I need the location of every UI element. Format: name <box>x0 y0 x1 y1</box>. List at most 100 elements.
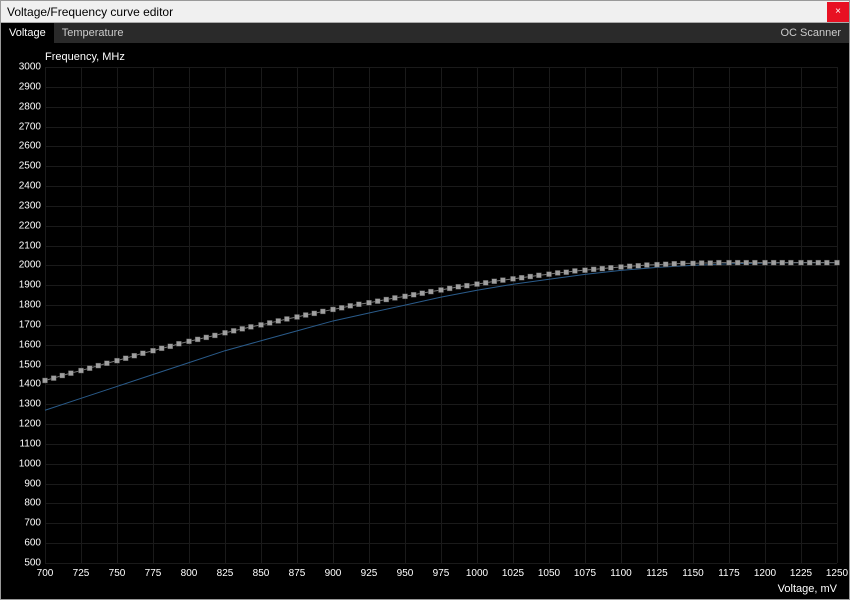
curve-point[interactable] <box>519 275 524 280</box>
curve-point[interactable] <box>259 322 264 327</box>
curve-point[interactable] <box>267 320 272 325</box>
curve-point[interactable] <box>420 291 425 296</box>
curve-point[interactable] <box>284 316 289 321</box>
curve-point[interactable] <box>428 289 433 294</box>
curve-point[interactable] <box>132 353 137 358</box>
curve-point[interactable] <box>303 313 308 318</box>
y-tick: 700 <box>1 518 41 529</box>
curve-point[interactable] <box>187 339 192 344</box>
curve-point[interactable] <box>835 260 840 265</box>
x-tick: 775 <box>145 568 162 579</box>
curve-point[interactable] <box>295 314 300 319</box>
curve-point[interactable] <box>619 264 624 269</box>
curve-point[interactable] <box>367 300 372 305</box>
curve-point[interactable] <box>223 330 228 335</box>
curve-point[interactable] <box>331 307 336 312</box>
curve-point[interactable] <box>392 295 397 300</box>
curve-point[interactable] <box>824 260 829 265</box>
curve-point[interactable] <box>104 361 109 366</box>
curve-point[interactable] <box>348 303 353 308</box>
titlebar[interactable]: Voltage/Frequency curve editor × <box>1 1 849 23</box>
curve-point[interactable] <box>511 276 516 281</box>
curve-point[interactable] <box>780 260 785 265</box>
curve-point[interactable] <box>276 318 281 323</box>
curve-point[interactable] <box>564 270 569 275</box>
curve-point[interactable] <box>79 368 84 373</box>
curve-point[interactable] <box>43 378 48 383</box>
curve-point[interactable] <box>456 284 461 289</box>
curve-point[interactable] <box>204 335 209 340</box>
curve-point[interactable] <box>96 363 101 368</box>
tab-oc-scanner[interactable]: OC Scanner <box>772 23 849 43</box>
curve-point[interactable] <box>788 260 793 265</box>
curve-point[interactable] <box>87 366 92 371</box>
curve-point[interactable] <box>195 337 200 342</box>
curve-point[interactable] <box>151 348 156 353</box>
curve-point[interactable] <box>159 346 164 351</box>
main-curve-line <box>45 263 837 381</box>
tab-voltage[interactable]: Voltage <box>1 23 54 43</box>
curve-point[interactable] <box>176 341 181 346</box>
curve-point[interactable] <box>51 376 56 381</box>
curve-point[interactable] <box>807 260 812 265</box>
curve-point[interactable] <box>583 268 588 273</box>
curve-point[interactable] <box>680 261 685 266</box>
curve-point[interactable] <box>608 265 613 270</box>
curve-point[interactable] <box>447 286 452 291</box>
curve-point[interactable] <box>727 260 732 265</box>
curve-point[interactable] <box>356 302 361 307</box>
curve-point[interactable] <box>115 358 120 363</box>
curve-point[interactable] <box>320 309 325 314</box>
curve-point[interactable] <box>655 262 660 267</box>
curve-point[interactable] <box>555 270 560 275</box>
curve-point[interactable] <box>483 280 488 285</box>
curve-point[interactable] <box>663 262 668 267</box>
curve-point[interactable] <box>672 261 677 266</box>
curve-point[interactable] <box>375 299 380 304</box>
curve-point[interactable] <box>339 305 344 310</box>
plot-region[interactable] <box>45 67 837 563</box>
curve-point[interactable] <box>240 326 245 331</box>
close-icon: × <box>835 6 841 17</box>
curve-point[interactable] <box>492 279 497 284</box>
curve-point[interactable] <box>572 268 577 273</box>
curve-point[interactable] <box>744 260 749 265</box>
curve-point[interactable] <box>60 373 65 378</box>
curve-point[interactable] <box>312 311 317 316</box>
curve-point[interactable] <box>816 260 821 265</box>
curve-point[interactable] <box>735 260 740 265</box>
curve-point[interactable] <box>627 264 632 269</box>
curve-point[interactable] <box>212 333 217 338</box>
close-button[interactable]: × <box>827 2 849 22</box>
curve-point[interactable] <box>168 344 173 349</box>
tab-temperature[interactable]: Temperature <box>54 23 132 43</box>
curve-point[interactable] <box>464 283 469 288</box>
curve-point[interactable] <box>591 267 596 272</box>
y-tick: 2100 <box>1 240 41 251</box>
curve-point[interactable] <box>716 260 721 265</box>
curve-point[interactable] <box>600 266 605 271</box>
curve-point[interactable] <box>644 263 649 268</box>
curve-point[interactable] <box>439 288 444 293</box>
curve-point[interactable] <box>528 274 533 279</box>
curve-point[interactable] <box>547 272 552 277</box>
curve-point[interactable] <box>68 371 73 376</box>
curve-point[interactable] <box>123 356 128 361</box>
curve-point[interactable] <box>691 261 696 266</box>
curve-point[interactable] <box>699 261 704 266</box>
curve-point[interactable] <box>411 292 416 297</box>
curve-point[interactable] <box>799 260 804 265</box>
curve-point[interactable] <box>708 261 713 266</box>
curve-point[interactable] <box>231 328 236 333</box>
curve-point[interactable] <box>403 294 408 299</box>
curve-point[interactable] <box>763 260 768 265</box>
curve-point[interactable] <box>752 260 757 265</box>
curve-point[interactable] <box>536 273 541 278</box>
curve-point[interactable] <box>636 263 641 268</box>
curve-point[interactable] <box>500 278 505 283</box>
curve-point[interactable] <box>475 282 480 287</box>
curve-point[interactable] <box>140 351 145 356</box>
curve-point[interactable] <box>248 324 253 329</box>
curve-point[interactable] <box>384 297 389 302</box>
curve-point[interactable] <box>771 260 776 265</box>
